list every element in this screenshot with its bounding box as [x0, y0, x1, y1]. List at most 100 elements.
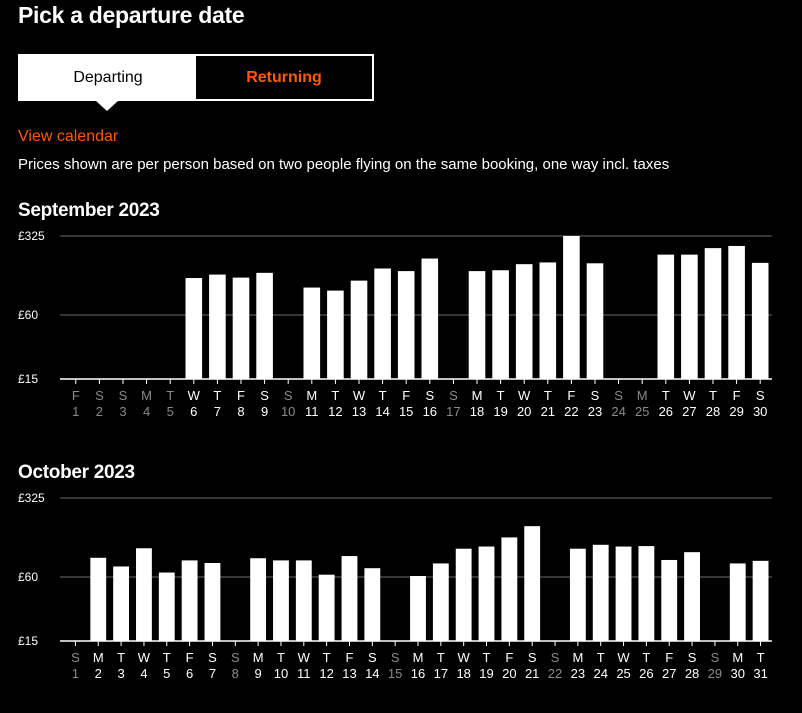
- tab-returning[interactable]: Returning: [196, 56, 372, 99]
- price-bar[interactable]: [350, 280, 368, 379]
- day-letter: M: [637, 388, 648, 403]
- day-number: 14: [365, 666, 379, 681]
- day-letter: F: [186, 650, 194, 665]
- price-bar[interactable]: [273, 560, 289, 641]
- price-bar[interactable]: [158, 572, 175, 641]
- price-bar[interactable]: [704, 248, 722, 379]
- price-bar[interactable]: [563, 236, 580, 379]
- price-bar[interactable]: [501, 537, 518, 641]
- price-bar[interactable]: [90, 557, 107, 641]
- price-bar[interactable]: [209, 274, 226, 379]
- price-bar[interactable]: [751, 262, 769, 379]
- day-number: 29: [708, 666, 722, 681]
- day-letter: T: [117, 650, 125, 665]
- day-number: 31: [753, 666, 767, 681]
- price-bar[interactable]: [318, 574, 335, 641]
- y-tick-label: £60: [18, 308, 38, 322]
- price-bar[interactable]: [113, 566, 130, 641]
- day-number: 24: [611, 404, 625, 419]
- day-letter: T: [597, 650, 605, 665]
- day-letter: M: [141, 388, 152, 403]
- price-bar[interactable]: [256, 272, 273, 379]
- day-number: 12: [328, 404, 342, 419]
- y-tick-label: £325: [18, 491, 45, 505]
- price-bar[interactable]: [638, 546, 655, 641]
- page-title: Pick a departure date: [18, 2, 245, 28]
- price-bar[interactable]: [410, 576, 426, 641]
- day-letter: T: [277, 650, 285, 665]
- price-bar[interactable]: [657, 254, 675, 379]
- day-letter: S: [119, 388, 128, 403]
- price-bar[interactable]: [136, 548, 152, 641]
- price-bar[interactable]: [455, 548, 472, 641]
- day-letter: W: [518, 388, 531, 403]
- price-bar[interactable]: [397, 271, 415, 379]
- day-letter: F: [346, 650, 354, 665]
- price-bar[interactable]: [204, 563, 221, 641]
- day-letter: T: [757, 650, 765, 665]
- day-letter: W: [188, 388, 201, 403]
- day-letter: T: [497, 388, 505, 403]
- y-tick-label: £60: [18, 570, 38, 584]
- price-bar[interactable]: [468, 271, 486, 379]
- day-letter: T: [642, 650, 650, 665]
- tab-departing[interactable]: Departing: [20, 56, 196, 99]
- price-bar[interactable]: [729, 563, 746, 641]
- day-letter: W: [458, 650, 471, 665]
- day-number: 21: [525, 666, 539, 681]
- day-letter: S: [208, 650, 217, 665]
- day-letter: S: [449, 388, 458, 403]
- price-bar[interactable]: [181, 560, 198, 641]
- day-letter: M: [732, 650, 743, 665]
- price-bar[interactable]: [478, 546, 495, 641]
- price-bar[interactable]: [586, 263, 604, 379]
- day-number: 18: [470, 404, 484, 419]
- price-bar[interactable]: [341, 556, 358, 641]
- price-bar[interactable]: [303, 287, 321, 379]
- price-bar[interactable]: [569, 548, 586, 641]
- day-letter: S: [284, 388, 293, 403]
- day-number: 18: [456, 666, 470, 681]
- price-bar[interactable]: [250, 558, 267, 641]
- october-price-chart: £325£60£15S1M2T3W4T5F6S7S8M9T10W11T12F13…: [18, 491, 772, 681]
- day-number: 2: [95, 666, 102, 681]
- price-bar[interactable]: [615, 546, 632, 641]
- day-number: 23: [588, 404, 602, 419]
- day-number: 5: [163, 666, 170, 681]
- price-bar[interactable]: [295, 560, 312, 641]
- day-number: 17: [434, 666, 448, 681]
- day-letter: W: [298, 650, 311, 665]
- price-bar[interactable]: [374, 268, 391, 380]
- month-title-october: October 2023: [18, 462, 135, 483]
- price-note: Prices shown are per person based on two…: [18, 156, 670, 173]
- price-bar[interactable]: [232, 277, 250, 379]
- price-bar[interactable]: [681, 254, 698, 379]
- price-bar[interactable]: [492, 270, 509, 379]
- day-letter: W: [617, 650, 630, 665]
- price-bar[interactable]: [539, 262, 557, 379]
- day-number: 28: [685, 666, 699, 681]
- price-bar[interactable]: [421, 258, 439, 379]
- price-bar[interactable]: [592, 544, 609, 641]
- day-letter: S: [528, 650, 537, 665]
- price-bar[interactable]: [661, 559, 678, 641]
- day-letter: F: [402, 388, 410, 403]
- day-number: 25: [635, 404, 649, 419]
- day-number: 7: [214, 404, 221, 419]
- day-number: 30: [753, 404, 767, 419]
- price-bar[interactable]: [185, 278, 203, 379]
- view-calendar-link[interactable]: View calendar: [18, 128, 119, 145]
- price-bar[interactable]: [524, 526, 541, 641]
- price-bar[interactable]: [728, 245, 745, 379]
- price-bar[interactable]: [684, 552, 700, 641]
- day-number: 13: [352, 404, 366, 419]
- price-bar[interactable]: [327, 290, 344, 379]
- day-letter: T: [483, 650, 491, 665]
- price-bar[interactable]: [364, 568, 381, 641]
- price-bar[interactable]: [432, 563, 449, 641]
- y-tick-label: £325: [18, 229, 45, 243]
- day-number: 30: [731, 666, 745, 681]
- price-bar[interactable]: [752, 560, 769, 641]
- day-letter: M: [572, 650, 583, 665]
- price-bar[interactable]: [515, 264, 533, 379]
